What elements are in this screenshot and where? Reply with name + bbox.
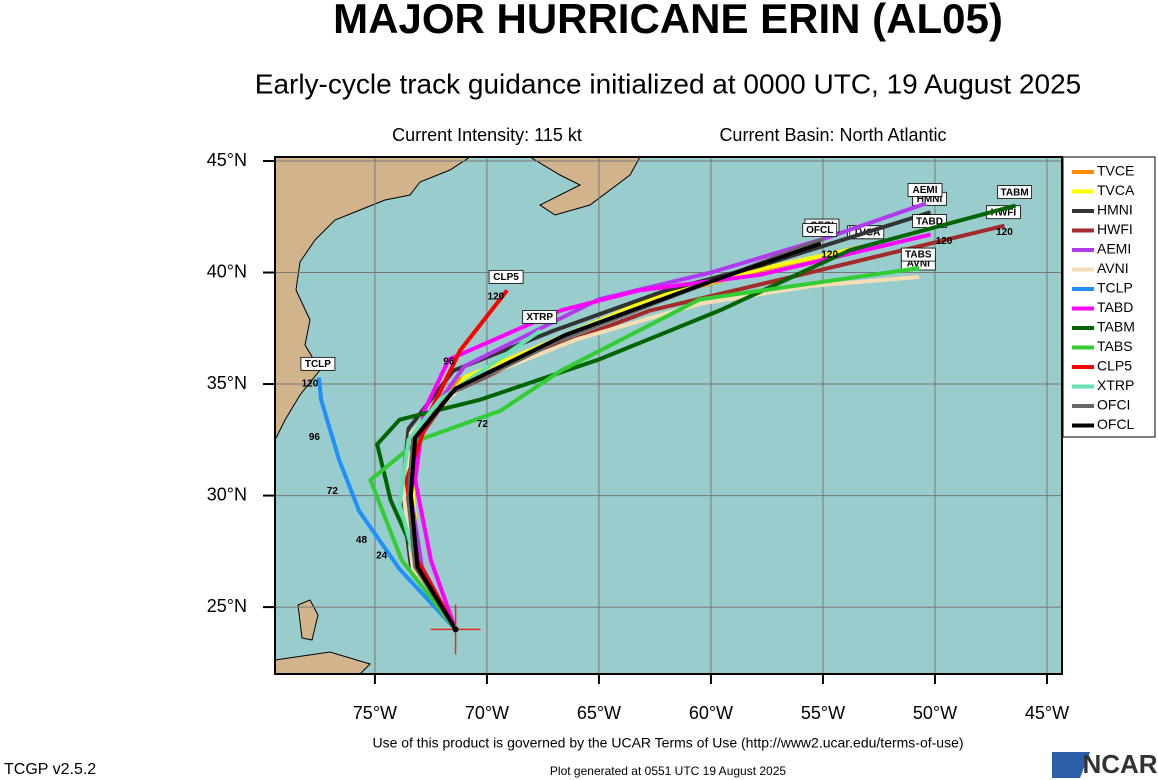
legend-label: TCLP	[1097, 280, 1133, 296]
legend-label: TABD	[1097, 299, 1133, 315]
footer: Use of this product is governed by the U…	[372, 735, 963, 751]
land	[275, 157, 641, 674]
legend-label: TABM	[1097, 319, 1135, 335]
legend-label: OFCI	[1097, 397, 1130, 413]
y-tick-label: 25°N	[207, 596, 247, 616]
legend-label: CLP5	[1097, 358, 1132, 374]
hour-label: 96	[309, 432, 321, 443]
track-tag: TABD	[916, 216, 943, 227]
x-tick-label: 70°W	[465, 703, 509, 723]
track	[408, 201, 927, 631]
basin: Current Basin: North Atlantic	[719, 125, 946, 145]
logo: NCAR	[1082, 749, 1157, 779]
legend-label: AEMI	[1097, 241, 1131, 257]
track-tag: TABM	[1001, 187, 1029, 198]
track-tag-box	[522, 310, 558, 324]
subtitle: Early-cycle track guidance initialized a…	[255, 68, 1081, 99]
x-tick-label: 75°W	[353, 703, 397, 723]
x-tick-label: 65°W	[577, 703, 621, 723]
track-tag: AVNI	[907, 259, 930, 270]
hour-label: 120	[302, 379, 319, 390]
logo-mark	[1052, 752, 1090, 778]
hour-label: 48	[356, 535, 368, 546]
hour-label: 120	[488, 292, 505, 303]
x-tick-label: 45°W	[1025, 703, 1069, 723]
track	[368, 266, 920, 631]
track-tag-box	[997, 185, 1033, 200]
track-tag-box	[488, 269, 524, 284]
hour-label: 120	[996, 227, 1013, 238]
map-frame	[274, 156, 1063, 675]
track-tag-box	[300, 356, 336, 371]
hour-label: 120	[821, 249, 838, 260]
hour-label: 72	[327, 486, 339, 497]
track	[408, 241, 822, 631]
track-tag: HWFI	[991, 207, 1017, 218]
ocean	[275, 157, 1062, 674]
x-tick-label: 50°W	[913, 703, 957, 723]
track-tag-box	[802, 223, 838, 237]
legend-label: HMNI	[1097, 202, 1133, 218]
hour-label: 24	[376, 550, 388, 561]
legend-label: XTRP	[1097, 377, 1134, 393]
x-tick-label: 55°W	[801, 703, 845, 723]
title: MAJOR HURRICANE ERIN (AL05)	[333, 0, 1003, 42]
version: TCGP v2.5.2	[4, 761, 96, 778]
legend-label: HWFI	[1097, 221, 1133, 237]
track-tag: OFCL	[806, 225, 833, 236]
track-tag: TCLP	[305, 359, 331, 370]
y-tick-label: 30°N	[207, 484, 247, 504]
track-tag: AEMI	[913, 185, 938, 196]
hour-label: 120	[936, 236, 953, 247]
storm-dot	[452, 626, 459, 633]
x-tick-label: 60°W	[689, 703, 733, 723]
generated: Plot generated at 0551 UTC 19 August 202…	[550, 764, 786, 778]
legend-box	[1062, 156, 1156, 438]
track-tag: HMNI	[917, 194, 943, 205]
track	[404, 289, 509, 631]
track-tag-box	[900, 247, 936, 262]
track-tag: CLP5	[493, 272, 519, 283]
y-tick-label: 40°N	[207, 261, 247, 281]
track-tag-box	[907, 182, 943, 197]
hour-label: 72	[477, 419, 489, 430]
legend-label: TVCA	[1097, 182, 1135, 198]
track	[316, 377, 458, 631]
legend-label: TABS	[1097, 338, 1133, 354]
track-tag: XTRP	[526, 312, 553, 323]
intensity: Current Intensity: 115 kt	[392, 125, 582, 145]
y-tick-label: 45°N	[207, 150, 247, 170]
hour-label: 96	[443, 356, 455, 367]
legend-label: OFCL	[1097, 416, 1135, 432]
legend-label: TVCE	[1097, 163, 1134, 179]
y-tick-label: 35°N	[207, 373, 247, 393]
track-tag: TABS	[905, 250, 932, 261]
legend-label: AVNI	[1097, 260, 1129, 276]
